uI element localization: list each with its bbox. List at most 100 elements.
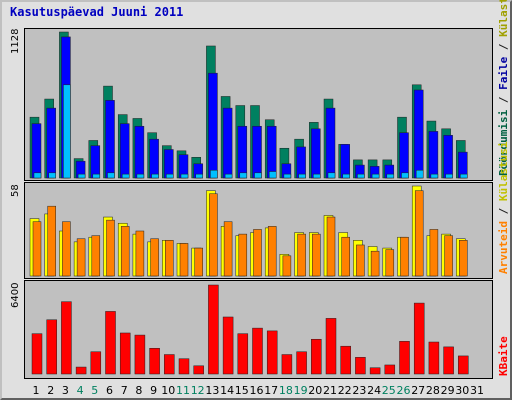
day-label-20: 20 bbox=[308, 384, 322, 397]
bar-2-0-day-5 bbox=[90, 351, 102, 375]
bar-0-1-day-17 bbox=[266, 125, 277, 179]
bar-2-0-day-13 bbox=[208, 284, 219, 375]
day-label-19: 19 bbox=[294, 384, 308, 397]
bar-2-0-day-17 bbox=[266, 330, 278, 375]
bar-0-1-day-8 bbox=[134, 125, 145, 179]
bar-0-2-day-7 bbox=[121, 173, 130, 179]
bar-1-1-day-11 bbox=[179, 243, 189, 277]
bar-2-0-day-19 bbox=[296, 351, 307, 375]
bar-0-1-day-21 bbox=[325, 107, 336, 179]
bar-2-0-day-10 bbox=[164, 354, 175, 375]
bar-0-1-day-16 bbox=[252, 125, 262, 179]
bar-2-0-day-24 bbox=[369, 367, 381, 375]
bar-0-1-day-29 bbox=[443, 135, 453, 179]
bar-2-0-day-28 bbox=[428, 341, 440, 375]
bar-2-0-day-23 bbox=[355, 357, 366, 375]
bar-1-1-day-3 bbox=[62, 221, 71, 277]
bar-0-2-day-13 bbox=[210, 169, 218, 179]
bar-0-2-day-3 bbox=[63, 84, 71, 179]
bar-0-1-day-14 bbox=[222, 107, 233, 179]
bar-0-1-day-6 bbox=[105, 100, 115, 179]
bar-0-2-day-2 bbox=[48, 172, 56, 179]
day-label-21: 21 bbox=[323, 384, 337, 397]
day-label-14: 14 bbox=[220, 384, 234, 397]
day-label-22: 22 bbox=[338, 384, 352, 397]
bar-0-2-day-4 bbox=[77, 173, 86, 179]
day-label-6: 6 bbox=[106, 384, 113, 397]
bar-0-2-day-24 bbox=[371, 173, 380, 179]
bar-0-2-day-8 bbox=[136, 173, 145, 179]
bar-2-0-day-16 bbox=[252, 327, 263, 375]
bar-1-1-day-18 bbox=[282, 255, 292, 277]
bar-1-1-day-9 bbox=[150, 238, 159, 277]
bar-0-2-day-15 bbox=[239, 172, 248, 179]
bar-2-0-day-6 bbox=[105, 311, 116, 375]
day-label-18: 18 bbox=[279, 384, 293, 397]
bar-0-2-day-16 bbox=[254, 172, 262, 179]
bar-0-2-day-18 bbox=[283, 173, 292, 179]
bar-1-1-day-15 bbox=[238, 233, 248, 277]
bar-2-0-day-3 bbox=[61, 301, 72, 375]
bar-2-0-day-7 bbox=[119, 332, 131, 375]
bar-1-1-day-22 bbox=[341, 236, 350, 277]
bar-1-1-day-20 bbox=[312, 233, 321, 277]
day-label-23: 23 bbox=[352, 384, 366, 397]
day-label-12: 12 bbox=[191, 384, 205, 397]
bar-1-1-day-8 bbox=[135, 230, 145, 277]
bar-2-0-day-15 bbox=[237, 333, 249, 375]
bar-0-2-day-1 bbox=[33, 172, 42, 179]
bar-2-0-day-4 bbox=[75, 366, 87, 375]
bar-1-1-day-13 bbox=[209, 193, 218, 277]
bar-1-1-day-26 bbox=[400, 236, 409, 277]
bar-2-0-day-20 bbox=[311, 338, 322, 375]
bar-0-2-day-5 bbox=[92, 173, 101, 179]
bar-0-1-day-7 bbox=[119, 123, 130, 179]
bar-0-2-day-27 bbox=[415, 169, 424, 179]
bar-0-1-day-2 bbox=[46, 107, 56, 179]
day-label-28: 28 bbox=[426, 384, 440, 397]
bar-2-0-day-29 bbox=[443, 346, 454, 375]
bar-1-1-day-30 bbox=[459, 240, 468, 277]
day-label-2: 2 bbox=[47, 384, 54, 397]
bar-0-2-day-21 bbox=[327, 172, 336, 179]
bar-0-1-day-19 bbox=[296, 146, 306, 179]
bar-2-0-day-12 bbox=[193, 365, 204, 375]
day-label-10: 10 bbox=[161, 384, 175, 397]
bar-0-1-day-5 bbox=[90, 145, 101, 179]
day-label-1: 1 bbox=[33, 384, 40, 397]
day-label-11: 11 bbox=[176, 384, 190, 397]
day-label-9: 9 bbox=[150, 384, 157, 397]
bar-2-0-day-2 bbox=[46, 319, 57, 375]
bar-2-0-day-14 bbox=[222, 316, 234, 375]
bar-1-1-day-21 bbox=[326, 216, 336, 277]
bar-0-1-day-26 bbox=[399, 132, 409, 179]
bar-1-1-day-1 bbox=[32, 221, 42, 277]
bar-0-2-day-22 bbox=[342, 173, 350, 179]
bar-1-1-day-24 bbox=[370, 250, 380, 277]
bar-0-2-day-29 bbox=[445, 173, 453, 179]
bar-0-2-day-17 bbox=[268, 171, 277, 179]
day-label-25: 25 bbox=[382, 384, 396, 397]
bar-1-1-day-4 bbox=[76, 238, 86, 277]
bar-0-1-day-27 bbox=[413, 89, 424, 179]
bar-1-1-day-5 bbox=[91, 235, 101, 277]
bar-1-1-day-27 bbox=[414, 190, 424, 277]
bar-0-1-day-15 bbox=[237, 125, 248, 179]
bar-1-1-day-28 bbox=[429, 229, 439, 277]
bar-0-2-day-14 bbox=[224, 173, 233, 179]
bar-0-2-day-23 bbox=[357, 173, 365, 179]
bar-0-2-day-12 bbox=[195, 173, 203, 179]
day-label-17: 17 bbox=[264, 384, 278, 397]
bar-2-0-day-30 bbox=[458, 355, 469, 375]
bar-2-0-day-9 bbox=[149, 348, 160, 375]
bar-2-0-day-18 bbox=[281, 354, 293, 375]
bar-0-2-day-6 bbox=[107, 172, 115, 179]
bar-0-2-day-25 bbox=[386, 173, 395, 179]
bar-2-0-day-25 bbox=[384, 364, 396, 375]
bar-1-1-day-7 bbox=[120, 226, 130, 277]
bar-0-2-day-30 bbox=[460, 173, 468, 179]
bar-1-1-day-14 bbox=[223, 221, 233, 277]
day-label-30: 30 bbox=[455, 384, 469, 397]
bar-1-1-day-23 bbox=[356, 244, 365, 277]
